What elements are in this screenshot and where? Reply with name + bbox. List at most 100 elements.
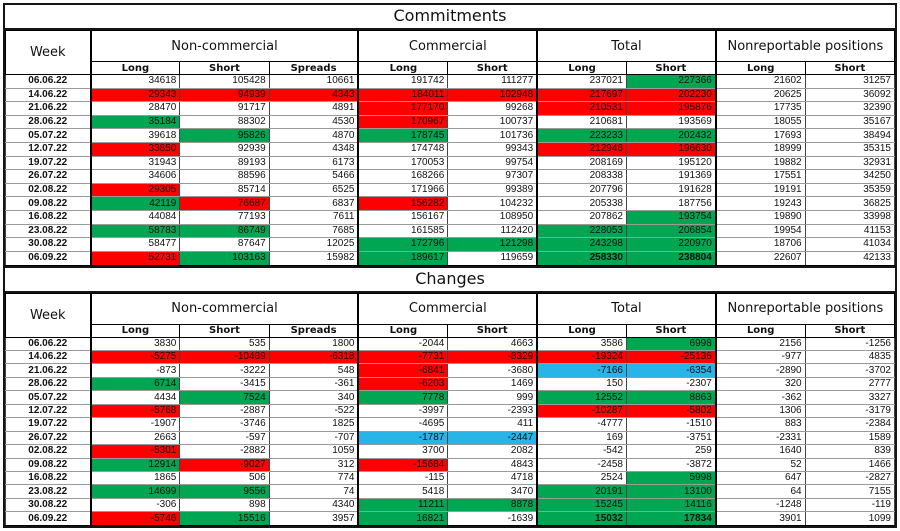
cell-commercial-long: -1787 [357, 430, 449, 446]
cell-week: 05.07.22 [5, 128, 91, 143]
cell-noncommercial-short: -10489 [179, 349, 270, 365]
cell-commercial-long: -3997 [357, 403, 449, 419]
cell-nonreportable-short: 41153 [804, 223, 896, 239]
cell-total-short: -2307 [625, 376, 717, 392]
table-row: 26.07.22 2663 -597 -707 -1787 -2447 169 -3751 -2… [5, 430, 896, 446]
cell-commercial-long: 7778 [357, 390, 449, 405]
cell-commercial-short: 999 [447, 390, 538, 405]
cell-week: 28.06.22 [5, 376, 91, 392]
table-row: 06.09.22 52731 103163 15982 189617 119659 2583… [5, 250, 896, 266]
cell-nonreportable-long: 18055 [714, 114, 806, 130]
cell-nonreportable-short: -119 [804, 497, 896, 513]
cell-commercial-long: 16821 [357, 511, 449, 526]
cell-noncommercial-long: -306 [89, 497, 181, 513]
cell-total-long: 207862 [536, 209, 627, 225]
cell-total-long: 210531 [536, 101, 627, 116]
cell-total-long: 208169 [536, 155, 627, 171]
cell-nonreportable-short: -3702 [804, 363, 896, 378]
col-header-total-long: Long [536, 61, 627, 75]
cell-nonreportable-short: -2384 [804, 417, 896, 432]
cell-noncommercial-long: 29305 [89, 182, 181, 198]
cell-total-long: 15032 [536, 511, 627, 526]
commitments-table: Week Non-commercial Commercial Total Non… [5, 30, 896, 266]
cell-noncommercial-short: 92939 [179, 141, 270, 157]
table-row: 06.06.22 34618 105428 10661 191742 111277 2370… [5, 74, 896, 89]
cell-total-short: -3751 [625, 430, 717, 446]
cell-noncommercial-spreads: 6525 [268, 182, 359, 198]
cell-nonreportable-long: -977 [714, 349, 806, 365]
cell-nonreportable-short: 3327 [804, 390, 896, 405]
cell-nonreportable-short: 36092 [804, 87, 896, 103]
cell-commercial-short: -3680 [447, 363, 538, 378]
cell-nonreportable-short: 4835 [804, 349, 896, 365]
cell-noncommercial-spreads: 5466 [268, 169, 359, 184]
cell-noncommercial-spreads: 7685 [268, 223, 359, 239]
cell-week: 23.08.22 [5, 484, 91, 499]
cell-noncommercial-spreads: -522 [268, 403, 359, 419]
table-row: 05.07.22 4434 7524 340 7778 999 12552 8863 -362 3… [5, 390, 896, 405]
cell-total-long: 205338 [536, 196, 627, 211]
cell-total-long: -2458 [536, 457, 627, 473]
cell-week: 14.06.22 [5, 349, 91, 365]
cell-nonreportable-short: 1099 [804, 511, 896, 526]
cell-total-long: -542 [536, 444, 627, 459]
col-header-nonreportable-short: Short [804, 323, 896, 338]
cell-noncommercial-short: 15516 [179, 511, 270, 526]
cell-noncommercial-long: 29343 [89, 87, 181, 103]
cell-noncommercial-spreads: 3957 [268, 511, 359, 526]
cell-week: 19.07.22 [5, 417, 91, 432]
cell-noncommercial-long: 35184 [89, 114, 181, 130]
table-row: 12.07.22 -5768 -2887 -522 -3997 -2393 -10287 -5… [5, 403, 896, 419]
cell-total-long: 223233 [536, 128, 627, 143]
cell-noncommercial-spreads: 1825 [268, 417, 359, 432]
cell-total-long: -10287 [536, 403, 627, 419]
cell-noncommercial-long: 4434 [89, 390, 181, 405]
week-column-header: Week [5, 292, 91, 338]
cell-commercial-short: 102948 [447, 87, 538, 103]
week-column-header: Week [5, 30, 91, 75]
cell-commercial-short: 101736 [447, 128, 538, 143]
cell-commercial-long: 5418 [357, 484, 449, 499]
cell-nonreportable-short: 7155 [804, 484, 896, 499]
cell-noncommercial-spreads: 4870 [268, 128, 359, 143]
cell-noncommercial-spreads: 12025 [268, 237, 359, 252]
cell-noncommercial-short: 506 [179, 471, 270, 486]
cell-noncommercial-spreads: 340 [268, 390, 359, 405]
cell-commercial-short: 3470 [447, 484, 538, 499]
cell-total-long: 15245 [536, 497, 627, 513]
cell-total-short: -1510 [625, 417, 717, 432]
cell-nonreportable-short: -2827 [804, 471, 896, 486]
cell-total-short: 6998 [625, 336, 717, 351]
cell-nonreportable-long: 1306 [714, 403, 806, 419]
cell-noncommercial-spreads: 1800 [268, 336, 359, 351]
cell-commercial-short: -2447 [447, 430, 538, 446]
changes-title: Changes [5, 265, 895, 293]
cell-commercial-long: 172796 [357, 237, 449, 252]
col-header-noncommercial-spreads: Spreads [268, 61, 359, 75]
group-header-noncommercial: Non-commercial [89, 30, 359, 62]
cell-total-long: -19324 [536, 349, 627, 365]
cell-commercial-short: 119659 [447, 250, 538, 266]
group-header-noncommercial: Non-commercial [89, 292, 359, 325]
cell-week: 09.08.22 [5, 457, 91, 473]
cell-noncommercial-short: 88302 [179, 114, 270, 130]
cell-commercial-long: 3700 [357, 444, 449, 459]
cell-nonreportable-long: 18706 [714, 237, 806, 252]
cell-noncommercial-long: 28470 [89, 101, 181, 116]
cell-total-long: 2524 [536, 471, 627, 486]
cell-nonreportable-long: 2156 [714, 336, 806, 351]
cell-noncommercial-long: 58477 [89, 237, 181, 252]
cell-total-short: 193754 [625, 209, 717, 225]
cell-noncommercial-spreads: 6837 [268, 196, 359, 211]
col-header-nonreportable-long: Long [714, 323, 806, 338]
cell-noncommercial-spreads: 4343 [268, 87, 359, 103]
cell-noncommercial-short: 86749 [179, 223, 270, 239]
cell-nonreportable-long: 19954 [714, 223, 806, 239]
cell-commercial-short: 100737 [447, 114, 538, 130]
cell-total-long: -4777 [536, 417, 627, 432]
table-row: 05.07.22 39618 95826 4870 178745 101736 223233… [5, 128, 896, 143]
commitments-title: Commitments [5, 5, 895, 30]
cell-noncommercial-spreads: 4348 [268, 141, 359, 157]
table-row: 14.06.22 -5275 -10489 -6318 -7731 -8329 -19324… [5, 349, 896, 365]
cell-commercial-long: -7731 [357, 349, 449, 365]
